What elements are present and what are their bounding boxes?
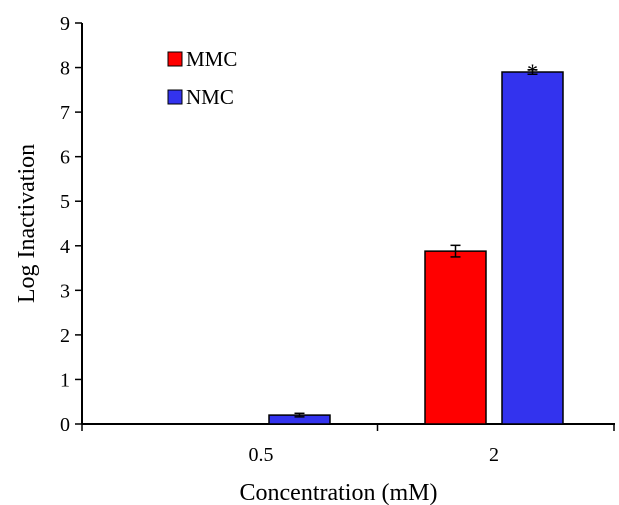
y-tick-label: 2 <box>60 325 70 347</box>
legend-swatch-nmc <box>167 89 183 105</box>
y-tick-label: 9 <box>60 13 70 35</box>
x-tick-label: 0.5 <box>249 444 274 466</box>
y-tick-label: 7 <box>60 102 70 124</box>
x-axis-title: Concentration (mM) <box>240 480 438 505</box>
y-axis-title: Log Inactivation <box>14 144 40 303</box>
y-tick-label: 4 <box>60 236 70 258</box>
legend-swatch-mmc <box>167 51 183 67</box>
significance-marker: * <box>527 59 538 84</box>
y-tick-label: 0 <box>60 414 70 436</box>
bar-mmc <box>424 250 487 425</box>
legend-label: MMC <box>186 47 237 71</box>
bar-nmc <box>501 71 564 425</box>
y-tick-label: 3 <box>60 280 70 302</box>
y-tick-label: 1 <box>60 369 70 391</box>
y-tick-label: 5 <box>60 191 70 213</box>
y-tick-label: 6 <box>60 147 70 169</box>
x-tick-label: 2 <box>489 444 499 466</box>
y-tick-label: 8 <box>60 58 70 80</box>
legend-label: NMC <box>186 85 234 109</box>
